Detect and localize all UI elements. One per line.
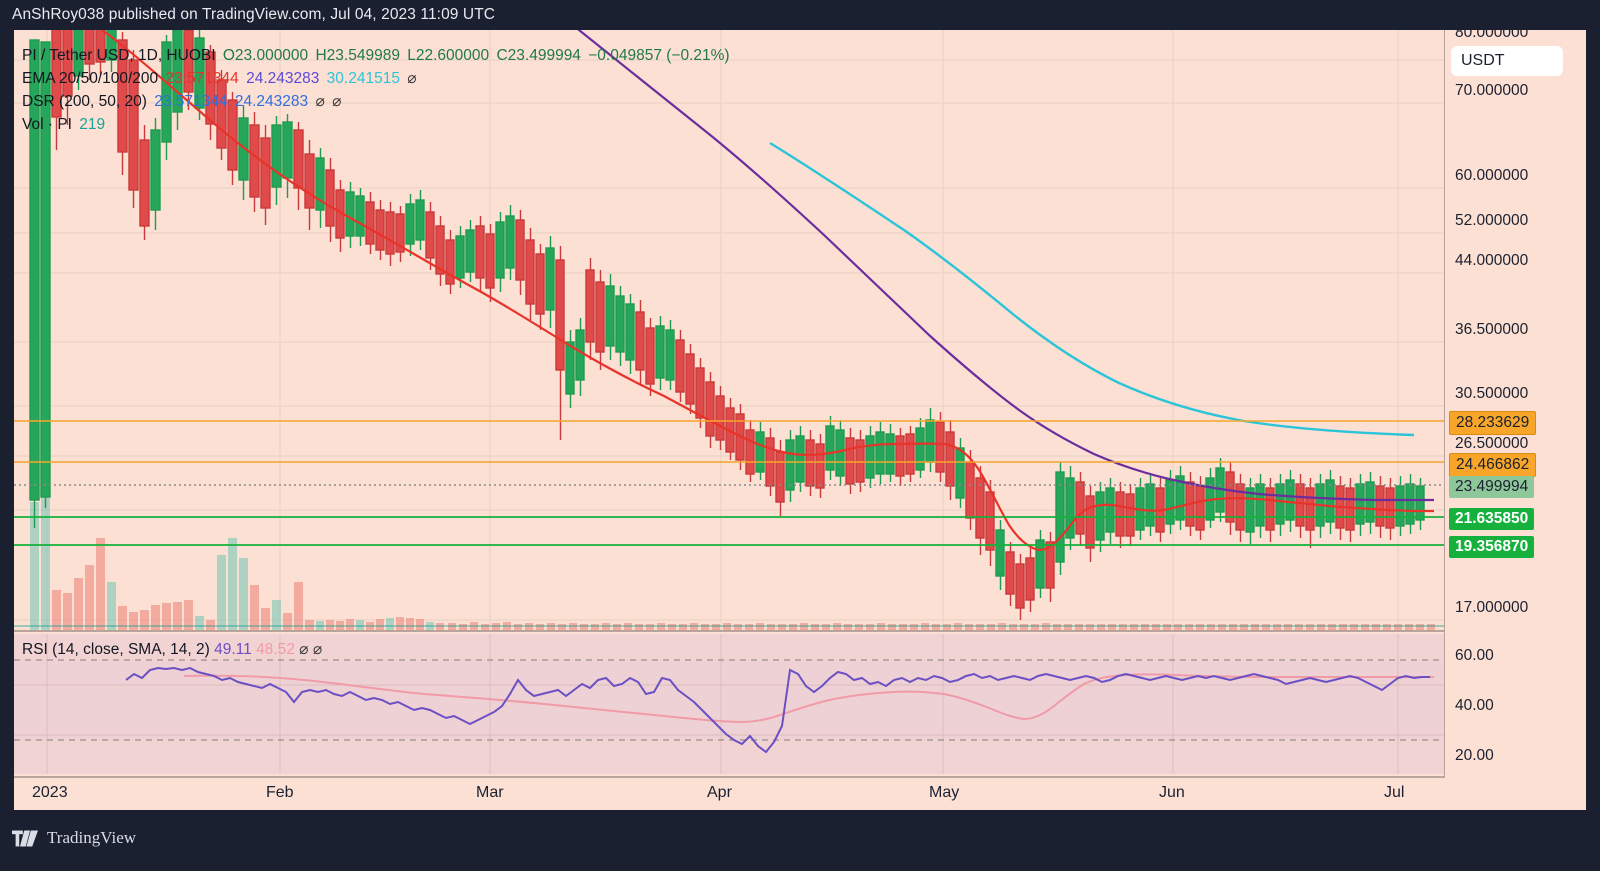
rsi-sma-line: [183, 673, 1434, 724]
price-tick-60: 60.000000: [1455, 167, 1529, 184]
support-badge-19[interactable]: 19.356870: [1449, 536, 1535, 558]
candlesticks: [29, 30, 1425, 620]
publisher-bar: AnShRoy038 published on TradingView.com,…: [0, 0, 1600, 30]
last-price-badge[interactable]: 23.499994: [1449, 476, 1535, 498]
price-tick-80: 80.000000: [1455, 30, 1529, 41]
time-tick-may: May: [929, 784, 960, 801]
time-tick-mar: Mar: [476, 784, 504, 801]
ema20-line: [100, 30, 1434, 552]
price-plot: [14, 30, 1444, 630]
tradingview-wordmark: TradingView: [47, 828, 137, 847]
price-tick-52: 52.000000: [1455, 212, 1529, 229]
price-tick-17: 17.000000: [1455, 599, 1529, 616]
time-tick-jul: Jul: [1384, 784, 1405, 801]
price-tick-26-5: 26.500000: [1455, 435, 1529, 452]
time-tick-2023: 2023: [32, 784, 68, 801]
rsi-legend[interactable]: RSI (14, close, SMA, 14, 2) 49.11 48.52 …: [22, 638, 322, 661]
rsi-legend-title: RSI (14, close, SMA, 14, 2): [22, 641, 210, 658]
rsi-line: [125, 666, 1430, 754]
price-scale[interactable]: USDT 80.000000 70.000000 60.000000 52.00…: [1444, 30, 1586, 810]
time-scale[interactable]: 2023 Feb Mar Apr May Jun Jul: [14, 778, 1586, 810]
price-tick-36-5: 36.500000: [1455, 321, 1529, 338]
tradingview-logo[interactable]: TradingView: [12, 828, 136, 848]
ema100-line: [769, 141, 1415, 437]
resistance-badge-28[interactable]: 28.233629: [1449, 411, 1537, 435]
rsi-legend-v3: ⌀: [299, 641, 309, 658]
price-tick-44: 44.000000: [1455, 252, 1529, 269]
rsi-tick-40: 40.00: [1455, 697, 1494, 714]
rsi-tick-60: 60.00: [1455, 647, 1494, 664]
frame-left-edge: [0, 30, 14, 810]
rsi-pane[interactable]: RSI (14, close, SMA, 14, 2) 49.11 48.52 …: [14, 634, 1444, 774]
price-pane[interactable]: PI / Tether USD, 1D, HUOBI O23.000000 H2…: [14, 30, 1444, 630]
rsi-plot: [14, 634, 1444, 774]
pane-separator[interactable]: [14, 630, 1444, 632]
tradingview-mark-icon: [12, 830, 38, 846]
rsi-vertical-gridlines: [46, 634, 1399, 774]
time-scale-separator: [14, 776, 1586, 778]
rsi-legend-value: 49.11: [214, 641, 252, 658]
time-tick-jun: Jun: [1159, 784, 1185, 801]
resistance-badge-24[interactable]: 24.466862: [1449, 453, 1537, 477]
rsi-level-lines: [14, 659, 1444, 741]
horizontal-levels: [14, 420, 1444, 627]
frame-right-edge: [1586, 30, 1600, 810]
support-badge-21[interactable]: 21.635850: [1449, 508, 1535, 530]
rsi-sma-legend-value: 48.52: [256, 641, 295, 658]
time-tick-apr: Apr: [707, 784, 732, 801]
chart-frame[interactable]: PI / Tether USD, 1D, HUOBI O23.000000 H2…: [14, 30, 1586, 810]
rsi-tick-20: 20.00: [1455, 747, 1494, 764]
time-tick-feb: Feb: [266, 784, 294, 801]
ema50-line: [577, 30, 1434, 502]
rsi-legend-v4: ⌀: [312, 641, 323, 658]
price-tick-70: 70.000000: [1455, 82, 1529, 99]
price-tick-30-5: 30.500000: [1455, 385, 1529, 402]
footer-bar: TradingView: [0, 810, 1600, 871]
currency-badge[interactable]: USDT: [1451, 46, 1563, 76]
